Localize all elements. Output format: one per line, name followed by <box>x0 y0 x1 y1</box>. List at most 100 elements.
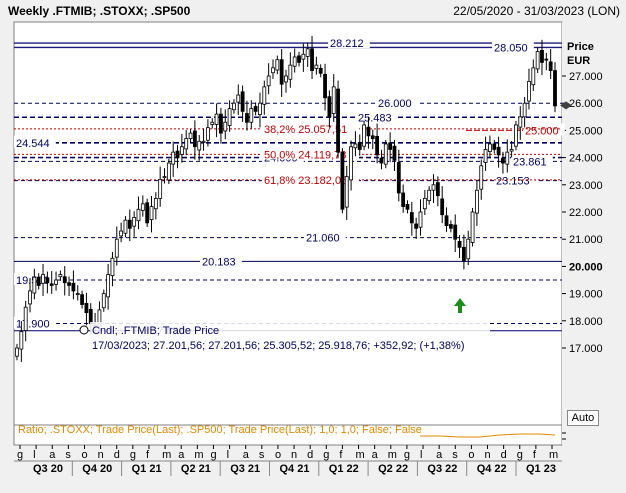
x-month-label: o <box>81 449 87 461</box>
candle-body <box>149 206 154 221</box>
candle-body <box>327 96 332 118</box>
candle-body <box>353 143 358 149</box>
candle-body <box>106 274 111 298</box>
candle-body <box>466 238 471 260</box>
level-label: 24.544 <box>16 138 50 150</box>
x-month-label: g <box>17 449 23 461</box>
x-month-label: d <box>114 449 120 461</box>
ratio-study-label: Ratio; .STOXX; Trade Price(Last); .SP500… <box>18 424 422 436</box>
candle-body <box>240 91 245 112</box>
x-month-label: s <box>452 449 458 461</box>
x-quarter-label: Q1 21 <box>132 463 162 475</box>
x-month-label: g <box>517 449 523 461</box>
x-quarter-label: Q3 22 <box>427 463 457 475</box>
candle-body <box>41 274 45 284</box>
candle-body <box>62 276 67 284</box>
candle-body <box>114 238 119 258</box>
candle-body <box>427 189 432 201</box>
candle-body <box>206 127 210 141</box>
cursor-info-line1: Cndl; .FTMIB; Trade Price <box>92 325 219 337</box>
candle-body <box>284 75 288 83</box>
x-quarter-label: Q3 20 <box>33 463 63 475</box>
candle-body <box>422 197 427 210</box>
candle-body <box>448 224 453 229</box>
candle-body <box>396 162 401 194</box>
candle-body <box>210 121 215 125</box>
fib-label: 61,8% 23.182,05 <box>264 175 347 187</box>
x-month-label: a <box>372 449 379 461</box>
x-month-label: a <box>243 449 250 461</box>
x-quarter-label: Q1 23 <box>526 463 556 475</box>
currency-axis-title: EUR <box>567 55 590 67</box>
candle-body <box>553 70 557 107</box>
x-month-label: a <box>178 449 185 461</box>
candle-body <box>201 140 206 143</box>
x-month-label: l <box>420 449 422 461</box>
y-tick-label: 27.000 <box>569 71 603 83</box>
candle-body <box>401 192 406 207</box>
candle-body <box>45 277 50 284</box>
candle-body <box>227 108 232 126</box>
candle-body <box>488 143 492 153</box>
candle-body <box>340 151 345 210</box>
candle-body <box>461 246 466 262</box>
level-label: 23.153 <box>496 176 530 188</box>
candle-body <box>119 230 124 237</box>
x-quarter-label: Q4 21 <box>280 463 310 475</box>
candle-body <box>409 212 414 224</box>
plot-area[interactable] <box>13 21 563 426</box>
candle-body <box>279 59 284 85</box>
cursor-dot-icon <box>79 325 89 335</box>
candle-body <box>49 283 54 286</box>
candle-body <box>275 59 280 71</box>
candle-body <box>453 224 458 240</box>
candle-body <box>153 197 158 210</box>
candle-body <box>258 102 262 116</box>
candle-body <box>36 276 41 286</box>
x-month-label: s <box>259 449 265 461</box>
candle-body <box>366 126 371 137</box>
x-month-label: l <box>33 449 35 461</box>
candle-body <box>19 331 24 350</box>
candle-body <box>245 113 249 123</box>
level-label: 26.000 <box>378 98 412 110</box>
level-label: 21.060 <box>306 233 340 245</box>
candle-body <box>54 279 58 285</box>
candle-body <box>509 149 514 152</box>
auto-scale-button[interactable]: Auto <box>567 410 599 426</box>
x-month-label: m <box>549 449 558 461</box>
level-label: 20.183 <box>202 256 236 268</box>
candle-body <box>370 135 375 139</box>
candle-body <box>84 302 89 314</box>
candle-body <box>392 145 397 161</box>
y-axis-panel[interactable] <box>562 22 624 445</box>
chart-title: Weekly .FTMIB; .STOXX; .SP500 <box>8 4 191 18</box>
candle-body <box>501 157 505 164</box>
candle-body <box>305 48 310 57</box>
candle-body <box>80 294 84 305</box>
candle-body <box>162 176 167 179</box>
level-label: 28.050 <box>494 42 528 54</box>
x-month-label: g <box>210 449 216 461</box>
candle-body <box>23 306 28 331</box>
candle-body <box>166 162 171 181</box>
fib-label: 50,0% 24.119,78 <box>264 149 346 161</box>
candles <box>15 36 557 362</box>
candle-body <box>232 102 236 111</box>
candle-body <box>479 165 484 190</box>
candle-body <box>58 274 63 278</box>
fib-label: 38,2% 25.057,51 <box>264 124 347 136</box>
candle-body <box>197 140 202 151</box>
x-quarter-label: Q4 22 <box>477 463 507 475</box>
candle-body <box>470 211 475 243</box>
y-tick-label: 19.000 <box>569 289 603 301</box>
candle-body <box>318 67 323 74</box>
date-range: 22/05/2020 - 31/03/2023 (LON) <box>453 4 620 18</box>
x-month-label: g <box>130 449 136 461</box>
candle-body <box>253 106 258 112</box>
y-tick-label: 25.000 <box>569 125 603 137</box>
candle-body <box>266 75 271 87</box>
x-month-label: f <box>146 449 150 461</box>
y-tick-label: 22.000 <box>569 207 603 219</box>
